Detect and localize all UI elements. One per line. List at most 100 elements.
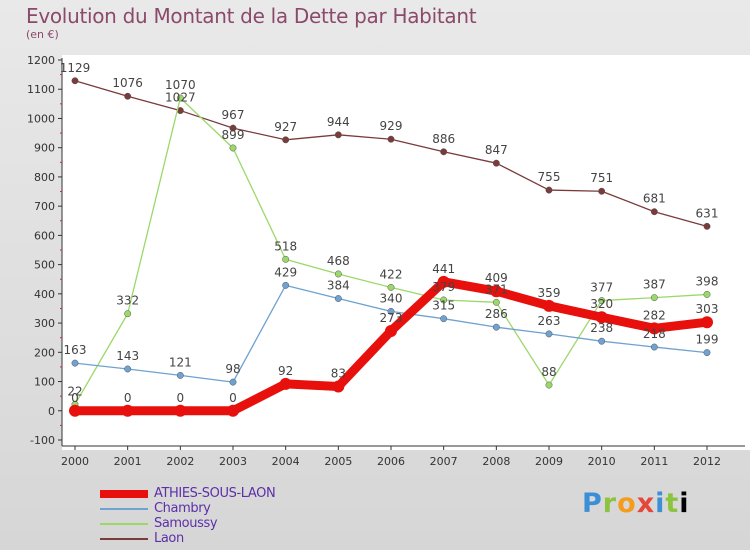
- data-label: 143: [116, 349, 139, 363]
- data-point-athies-sous-laon: [490, 285, 503, 298]
- data-label: 282: [643, 308, 666, 322]
- x-tick-label: 2002: [166, 455, 194, 468]
- data-point-athies-sous-laon: [279, 377, 292, 390]
- data-point-samoussy: [334, 270, 342, 278]
- data-label: 377: [590, 281, 613, 295]
- data-label: 1070: [165, 78, 196, 92]
- data-label: 387: [643, 278, 666, 292]
- x-tick-label: 2011: [640, 455, 668, 468]
- data-label: 518: [274, 239, 297, 253]
- data-label: 199: [696, 333, 719, 347]
- data-point-chambry: [598, 337, 606, 345]
- data-point-laon: [229, 124, 237, 132]
- data-point-chambry: [492, 323, 500, 331]
- x-tick-label: 2007: [430, 455, 458, 468]
- y-tick-label: 300: [34, 317, 55, 330]
- data-point-laon: [650, 208, 658, 216]
- legend-label: Samoussy: [154, 516, 218, 531]
- legend-swatch: [100, 538, 148, 540]
- data-point-athies-sous-laon: [69, 404, 81, 417]
- data-label: 441: [432, 262, 455, 276]
- data-point-samoussy: [440, 296, 448, 304]
- data-point-chambry: [229, 378, 237, 386]
- data-label: 631: [696, 206, 719, 220]
- proxiti-logo: Proxiti: [582, 488, 690, 519]
- chart-subtitle: (en €): [26, 28, 59, 41]
- data-label: 379: [432, 280, 455, 294]
- data-point-chambry: [650, 343, 658, 351]
- data-label: 929: [380, 119, 403, 133]
- data-point-samoussy: [124, 310, 132, 318]
- data-label: 468: [327, 254, 350, 268]
- data-point-samoussy: [545, 381, 553, 389]
- data-point-athies-sous-laon: [174, 404, 187, 417]
- data-label: 320: [590, 297, 613, 311]
- data-label: 409: [485, 271, 508, 285]
- data-label: 0: [124, 391, 132, 405]
- y-tick-label: 1200: [27, 54, 55, 67]
- data-label: 886: [432, 132, 455, 146]
- logo-letter: r: [602, 488, 618, 519]
- data-label: 384: [327, 279, 350, 293]
- data-point-samoussy: [387, 283, 395, 291]
- y-tick-label: 1000: [27, 112, 55, 125]
- chart-title: Evolution du Montant de la Dette par Hab…: [26, 4, 477, 28]
- data-point-athies-sous-laon: [648, 322, 661, 335]
- data-label: 332: [116, 294, 139, 308]
- data-label: 429: [274, 265, 297, 279]
- y-tick-label: 0: [48, 405, 55, 418]
- plot-area: [62, 55, 750, 450]
- logo-letter: t: [665, 488, 680, 519]
- x-tick-label: 2003: [219, 455, 247, 468]
- data-label: 286: [485, 307, 508, 321]
- y-tick-label: 500: [34, 259, 55, 272]
- data-label: 22: [67, 384, 82, 398]
- y-tick-label: 600: [34, 229, 55, 242]
- data-label: 218: [643, 327, 666, 341]
- data-point-athies-sous-laon: [701, 316, 713, 329]
- data-point-athies-sous-laon: [437, 275, 450, 288]
- x-tick-label: 2000: [61, 455, 89, 468]
- data-label: 238: [590, 321, 613, 335]
- data-point-chambry: [387, 307, 395, 315]
- y-tick-label: 800: [34, 171, 55, 184]
- data-label: 163: [64, 343, 87, 357]
- data-point-laon: [492, 159, 500, 167]
- data-label: 83: [331, 367, 346, 381]
- legend-label: Chambry: [154, 501, 211, 516]
- data-label: 1129: [60, 61, 91, 75]
- y-tick-label: 1100: [27, 83, 55, 96]
- logo-letter: i: [655, 488, 666, 519]
- data-point-samoussy: [598, 297, 606, 305]
- data-point-athies-sous-laon: [227, 404, 239, 417]
- y-tick-label: 100: [34, 376, 55, 389]
- legend-label: ATHIES-SOUS-LAON: [154, 486, 276, 501]
- data-point-laon: [545, 186, 553, 194]
- data-label: 422: [380, 267, 403, 281]
- data-label: 371: [485, 282, 508, 296]
- data-point-chambry: [440, 315, 448, 323]
- data-point-athies-sous-laon: [385, 324, 397, 337]
- data-label: 263: [538, 314, 561, 328]
- data-label: 98: [225, 362, 240, 376]
- data-label: 359: [538, 286, 561, 300]
- x-tick-label: 2005: [324, 455, 352, 468]
- data-label: 755: [538, 170, 561, 184]
- data-point-samoussy: [282, 255, 290, 263]
- legend-swatch: [100, 490, 148, 498]
- data-label: 1076: [112, 76, 143, 90]
- data-label: 0: [71, 391, 79, 405]
- data-point-samoussy: [703, 290, 711, 298]
- data-label: 273: [380, 311, 403, 325]
- y-tick-label: 200: [34, 346, 55, 359]
- y-tick-label: -100: [30, 434, 55, 447]
- data-point-chambry: [545, 330, 553, 338]
- y-tick-label: 900: [34, 142, 55, 155]
- data-point-athies-sous-laon: [543, 299, 555, 312]
- x-tick-label: 2012: [693, 455, 721, 468]
- data-label: 847: [485, 143, 508, 157]
- data-label: 315: [432, 299, 455, 313]
- data-label: 899: [222, 128, 245, 142]
